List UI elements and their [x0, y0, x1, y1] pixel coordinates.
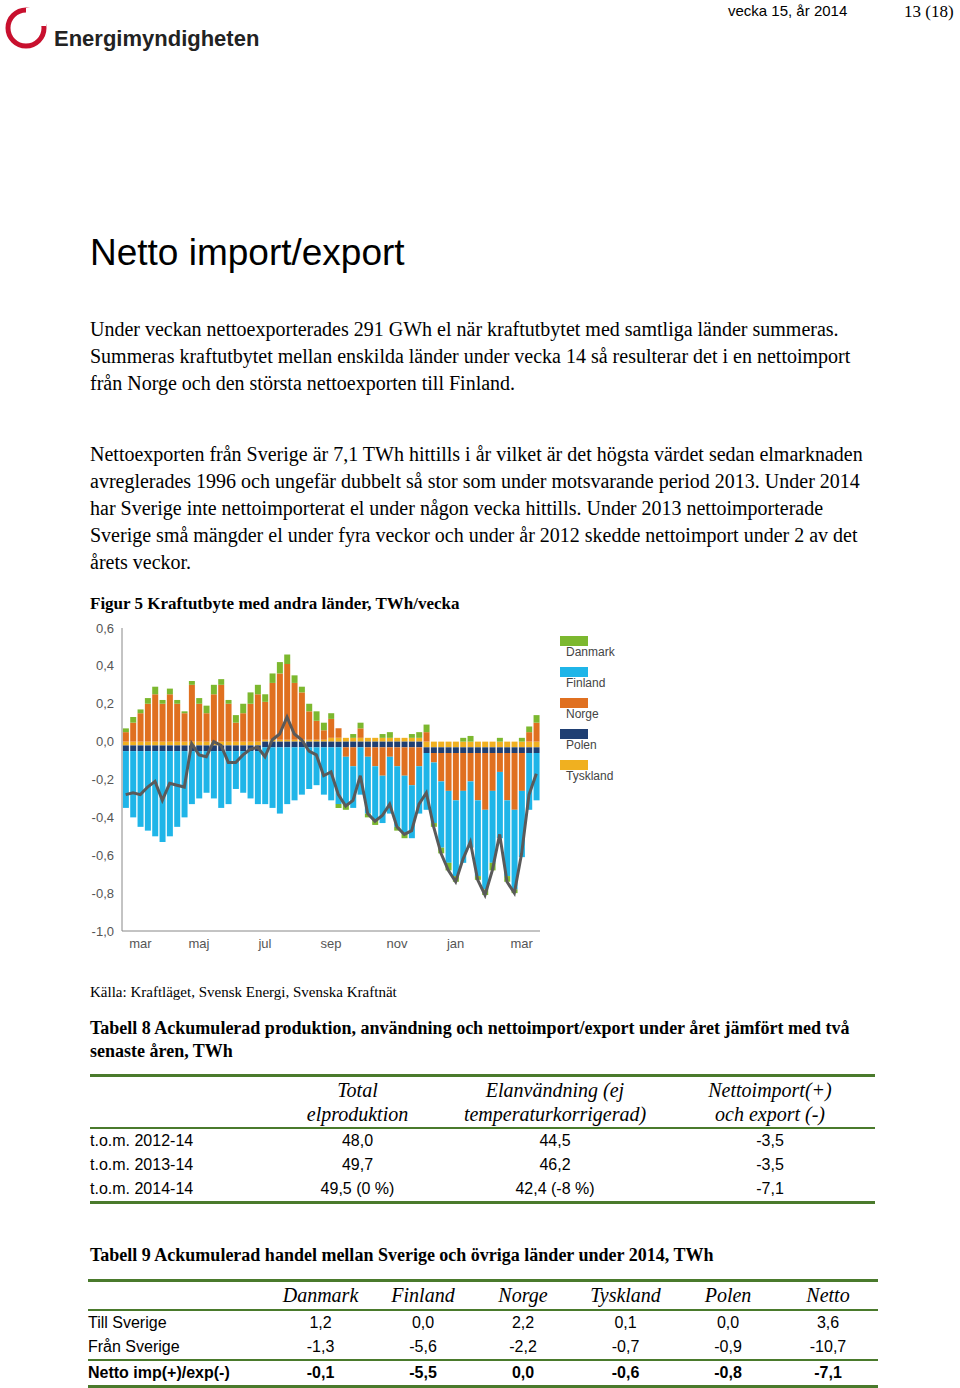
svg-text:-0,4: -0,4	[92, 810, 114, 825]
html-text:0,0: 0,0	[511, 1364, 535, 1381]
html-text:1,2: 1,2	[309, 1314, 332, 1331]
html-text:0,1: 0,1	[614, 1314, 637, 1331]
html-text:49,5 (0 %): 49,5 (0 %)	[320, 1180, 395, 1197]
html-text:och export (-): och export (-)	[715, 1103, 825, 1125]
html-text:-0,1: -0,1	[306, 1364, 335, 1381]
html-text:-7,1: -7,1	[756, 1180, 784, 1197]
svg-text:0,2: 0,2	[96, 696, 114, 711]
html-text:49,7: 49,7	[341, 1156, 374, 1173]
html-text:Norge: Norge	[566, 707, 599, 721]
html-text:-7,1: -7,1	[814, 1364, 842, 1381]
svg-text:0,4: 0,4	[96, 658, 114, 673]
html-text:Tyskland: Tyskland	[590, 1284, 661, 1306]
html-text:Nettoexporten från Sverige är: Nettoexporten från Sverige är 7,1 TWh hi…	[90, 443, 863, 573]
html-text:-0,9: -0,9	[714, 1338, 742, 1355]
html-text:44,5: 44,5	[539, 1132, 571, 1149]
html-text:t.o.m. 2014-14: t.o.m. 2014-14	[90, 1180, 194, 1197]
html-text:Figur 5 Kraftutbyte med andra: Figur 5 Kraftutbyte med andra länder, TW…	[90, 594, 460, 613]
html-text:Tabell 8 Ackumulerad produktio: Tabell 8 Ackumulerad produktion, användn…	[90, 1018, 850, 1061]
html-text:temperaturkorrigerad): temperaturkorrigerad)	[463, 1103, 647, 1125]
html-text:Från Sverige: Från Sverige	[88, 1338, 180, 1355]
html-text:0,0: 0,0	[716, 1314, 740, 1331]
html-text:-0,8: -0,8	[714, 1364, 742, 1381]
html-text:-2,2: -2,2	[509, 1338, 537, 1355]
svg-text:jan: jan	[446, 936, 464, 951]
svg-text:0,6: 0,6	[96, 621, 114, 636]
svg-text:jul: jul	[257, 936, 271, 951]
html-text:Total: Total	[337, 1079, 378, 1101]
svg-text:mar: mar	[129, 936, 152, 951]
html-text:-5,5: -5,5	[409, 1364, 437, 1381]
html-text:-1,3: -1,3	[306, 1338, 335, 1355]
svg-text:-0,2: -0,2	[92, 772, 114, 787]
html-text:48,0: 48,0	[341, 1132, 374, 1149]
html-text:13 (18): 13 (18)	[904, 2, 954, 21]
svg-text:mar: mar	[510, 936, 533, 951]
html-text:Netto import/export: Netto import/export	[90, 232, 405, 273]
html-text:t.o.m. 2013-14: t.o.m. 2013-14	[90, 1156, 194, 1173]
html-text:46,2: 46,2	[539, 1156, 571, 1173]
html-text:Netto: Netto	[806, 1284, 850, 1306]
html-text:42,4 (-8 %): 42,4 (-8 %)	[515, 1180, 595, 1197]
html-text:elproduktion: elproduktion	[306, 1103, 409, 1125]
svg-text:-0,8: -0,8	[92, 886, 114, 901]
svg-text:0,0: 0,0	[96, 734, 114, 749]
svg-text:nov: nov	[387, 936, 408, 951]
html-text:Finland: Finland	[391, 1284, 455, 1306]
html-text:-3,5: -3,5	[756, 1156, 784, 1173]
html-text:Källa: Kraftläget, Svensk Ener: Källa: Kraftläget, Svensk Energi, Svensk…	[90, 984, 397, 1000]
html-text:vecka 15, år 2014: vecka 15, år 2014	[728, 2, 848, 19]
html-text:Finland: Finland	[566, 676, 606, 690]
html-text:Elanvändning (ej: Elanvändning (ej	[485, 1079, 625, 1101]
html-text:2,2: 2,2	[511, 1314, 535, 1331]
html-text:Nettoimport(+): Nettoimport(+)	[708, 1079, 832, 1101]
html-text:Tyskland: Tyskland	[566, 769, 614, 783]
html-text:-10,7: -10,7	[809, 1338, 847, 1355]
svg-text:maj: maj	[189, 936, 210, 951]
html-text:Netto imp(+)/exp(-): Netto imp(+)/exp(-)	[88, 1364, 230, 1381]
html-text:Norge: Norge	[498, 1284, 548, 1306]
svg-text:sep: sep	[321, 936, 342, 951]
html-text:-5,6: -5,6	[409, 1338, 437, 1355]
html-text:Till Sverige: Till Sverige	[88, 1314, 167, 1331]
html-text:Energimyndigheten: Energimyndigheten	[54, 26, 260, 51]
html-text:0,0: 0,0	[411, 1314, 435, 1331]
svg-text:-0,6: -0,6	[92, 848, 114, 863]
svg-text:-1,0: -1,0	[92, 924, 114, 939]
html-text:3,6: 3,6	[816, 1314, 840, 1331]
html-text:Danmark: Danmark	[282, 1284, 359, 1306]
html-text:t.o.m. 2012-14: t.o.m. 2012-14	[90, 1132, 194, 1149]
html-text:Danmark: Danmark	[566, 645, 615, 659]
html-text:Polen: Polen	[704, 1284, 752, 1306]
html-text:-0,6: -0,6	[611, 1364, 640, 1381]
html-text:-0,7: -0,7	[611, 1338, 640, 1355]
html-text:Under veckan nettoexporterades: Under veckan nettoexporterades 291 GWh e…	[90, 318, 851, 394]
html-text:Polen: Polen	[566, 738, 597, 752]
html-text:-3,5: -3,5	[756, 1132, 784, 1149]
html-text:Tabell 9 Ackumulerad handel me: Tabell 9 Ackumulerad handel mellan Sveri…	[90, 1245, 714, 1265]
